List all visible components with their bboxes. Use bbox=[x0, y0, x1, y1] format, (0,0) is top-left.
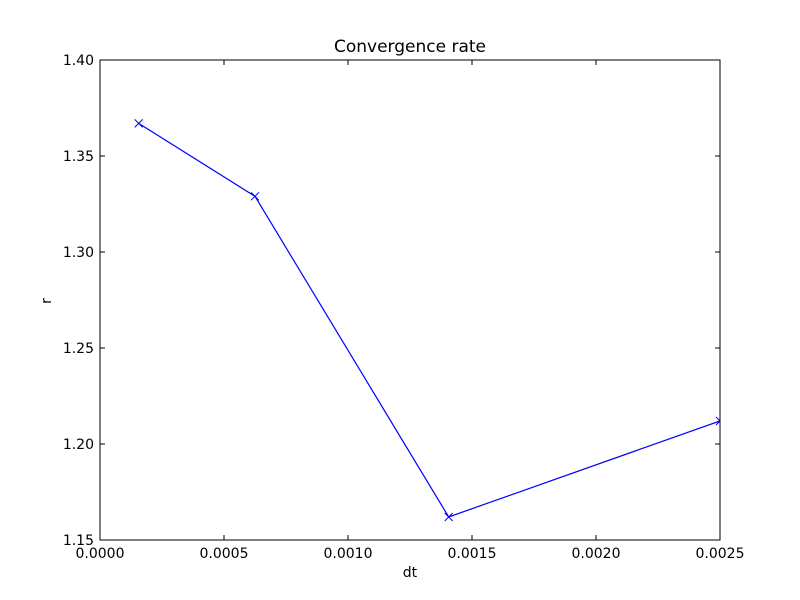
y-axis-label: r bbox=[39, 298, 55, 304]
plot-area: 0.0000 0.0005 0.0010 0.0015 0.0020 0.0025 1.15… bbox=[63, 53, 745, 562]
y-tick-label: 1.30 bbox=[63, 245, 94, 261]
chart-title: Convergence rate bbox=[334, 37, 486, 57]
y-tick-label: 1.35 bbox=[63, 149, 94, 165]
y-tick-label: 1.25 bbox=[63, 341, 94, 357]
data-point-marker bbox=[715, 416, 720, 426]
data-point-marker bbox=[250, 191, 260, 201]
x-tick-label: 0.0025 bbox=[696, 546, 745, 562]
data-point-marker bbox=[134, 119, 144, 128]
y-tick-label: 1.15 bbox=[63, 533, 94, 549]
x-tick-label: 0.0010 bbox=[324, 546, 373, 562]
y-tick-label: 1.20 bbox=[63, 437, 94, 453]
x-tick-label: 0.0015 bbox=[448, 546, 497, 562]
plot-frame bbox=[99, 59, 721, 541]
x-axis-label: dt bbox=[403, 565, 418, 581]
x-tick-label: 0.0020 bbox=[572, 546, 621, 562]
x-tick-label: 0.0005 bbox=[200, 546, 249, 562]
x-tick-label: 0.0000 bbox=[76, 546, 125, 562]
y-tick-label: 1.40 bbox=[63, 53, 94, 69]
series-line bbox=[138, 122, 720, 518]
data-point-marker bbox=[444, 512, 454, 522]
